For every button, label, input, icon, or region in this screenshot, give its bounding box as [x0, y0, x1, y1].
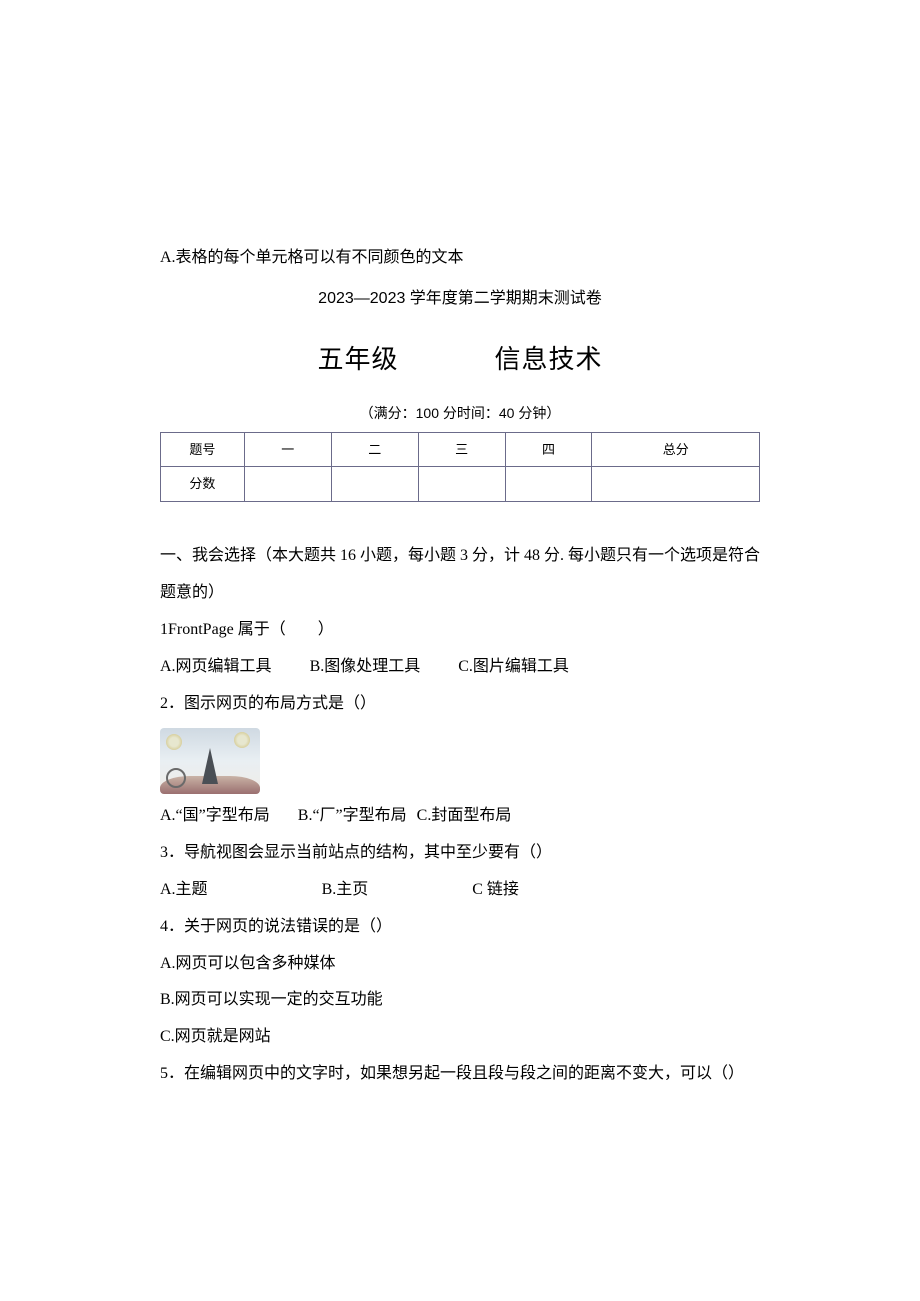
score-header-cell: 题号: [161, 432, 245, 467]
q2-option-a: A.“国”字型布局: [160, 798, 270, 835]
score-header-cell: 四: [505, 432, 592, 467]
q4-option-c: C.网页就是网站: [160, 1019, 760, 1056]
score-cell: [592, 467, 760, 502]
q3-option-a: A.主题: [160, 872, 208, 909]
grade-subject-title: 五年级 信息技术: [160, 330, 760, 390]
q3-options: A.主题 B.主页 C 链接: [160, 872, 760, 909]
q1-option-c: C.图片编辑工具: [458, 649, 569, 686]
stray-option-line: A.表格的每个单元格可以有不同颜色的文本: [160, 240, 760, 277]
q1-options: A.网页编辑工具 B.图像处理工具 C.图片编辑工具: [160, 649, 760, 686]
q2-options: A.“国”字型布局 B.“厂”字型布局 C.封面型布局: [160, 798, 760, 835]
exam-title: 2023—2023 学年度第二学期期末测试卷: [160, 281, 760, 318]
q2-stem: 2．图示网页的布局方式是（）: [160, 686, 760, 723]
q4-stem: 4．关于网页的说法错误的是（）: [160, 909, 760, 946]
score-header-cell: 总分: [592, 432, 760, 467]
q4-option-a: A.网页可以包含多种媒体: [160, 946, 760, 983]
decoration-tower-icon: [202, 748, 218, 784]
q2-illustration: [160, 728, 260, 794]
score-cell: [331, 467, 418, 502]
title-gap: [406, 345, 487, 374]
q1-option-b: B.图像处理工具: [310, 649, 421, 686]
q5-stem: 5．在编辑网页中的文字时，如果想另起一段且段与段之间的距离不变大，可以（）: [160, 1056, 760, 1093]
exam-page: A.表格的每个单元格可以有不同颜色的文本 2023—2023 学年度第二学期期末…: [0, 0, 920, 1193]
grade-text: 五年级: [317, 345, 398, 374]
score-header-cell: 一: [244, 432, 331, 467]
decoration-dot-icon: [166, 734, 182, 750]
q4-option-b: B.网页可以实现一定的交互功能: [160, 982, 760, 1019]
score-cell: [505, 467, 592, 502]
q3-option-c: C 链接: [472, 872, 519, 909]
subject-text: 信息技术: [495, 345, 603, 374]
decoration-dot-icon: [234, 732, 250, 748]
score-header-cell: 二: [331, 432, 418, 467]
q3-option-b: B.主页: [322, 872, 369, 909]
score-table: 题号 一 二 三 四 总分 分数: [160, 432, 760, 503]
exam-meta: （满分：100 分时间：40 分钟）: [160, 397, 760, 429]
q1-stem: 1FrontPage 属于（ ）: [160, 612, 760, 649]
section-1-heading: 一、我会选择（本大题共 16 小题，每小题 3 分，计 48 分. 每小题只有一…: [160, 538, 760, 612]
q2-option-c: C.封面型布局: [417, 798, 512, 835]
score-cell: [418, 467, 505, 502]
q3-stem: 3．导航视图会显示当前站点的结构，其中至少要有（）: [160, 835, 760, 872]
score-row-label: 分数: [161, 467, 245, 502]
q2-option-b: B.“厂”字型布局: [298, 798, 407, 835]
score-header-cell: 三: [418, 432, 505, 467]
table-row: 题号 一 二 三 四 总分: [161, 432, 760, 467]
q1-option-a: A.网页编辑工具: [160, 649, 272, 686]
table-row: 分数: [161, 467, 760, 502]
score-cell: [244, 467, 331, 502]
